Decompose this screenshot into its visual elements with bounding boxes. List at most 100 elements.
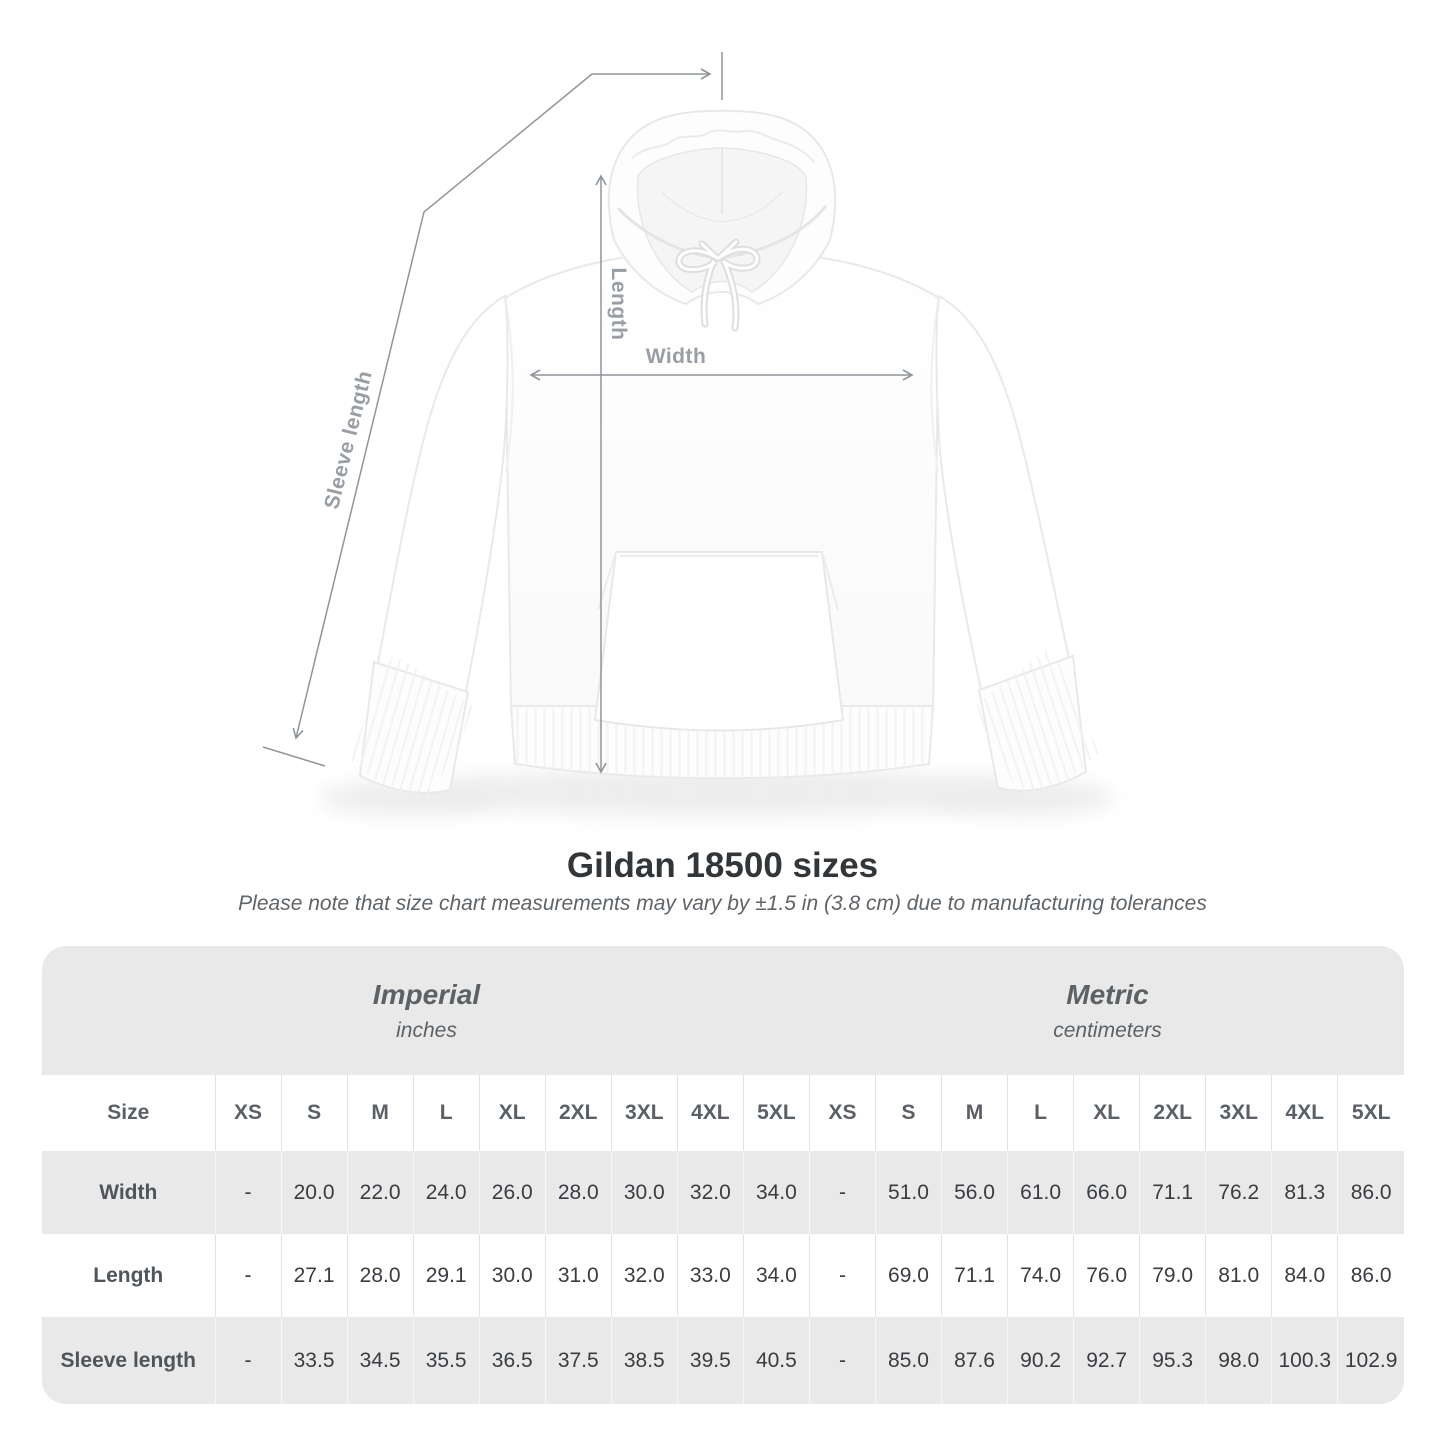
size-cell: 2XL	[1139, 1075, 1206, 1151]
value-cell: 76.2	[1205, 1151, 1272, 1234]
value-cell: 71.1	[941, 1234, 1008, 1317]
size-cell: S	[280, 1075, 348, 1151]
size-header-row: Size XS S M L XL 2XL 3XL 4XL 5XL XS S M …	[42, 1075, 1404, 1151]
sleeve-end-tick	[262, 746, 326, 767]
size-cell: 5XL	[742, 1075, 810, 1151]
value-cell: 81.3	[1271, 1151, 1338, 1234]
left-cuff	[348, 653, 476, 798]
value-cell: 26.0	[478, 1151, 546, 1234]
value-cell: -	[808, 1317, 876, 1404]
hood	[607, 109, 837, 306]
size-cell: 3XL	[1205, 1075, 1272, 1151]
value-cell: 34.5	[346, 1317, 414, 1404]
right-cuff	[971, 646, 1099, 796]
left-sleeve	[375, 294, 509, 698]
value-cell: 98.0	[1205, 1317, 1272, 1404]
value-cell: 69.0	[874, 1234, 942, 1317]
size-cell: XS	[214, 1075, 282, 1151]
size-cell: M	[346, 1075, 414, 1151]
metric-unit: centimeters	[1053, 1018, 1162, 1042]
right-sleeve	[935, 294, 1072, 696]
page-title: Gildan 18500 sizes	[566, 846, 879, 885]
kangaroo-pocket	[593, 551, 845, 732]
size-cell: 3XL	[610, 1075, 678, 1151]
value-cell: 35.5	[412, 1317, 480, 1404]
value-cell: 39.5	[676, 1317, 744, 1404]
value-cell: 51.0	[874, 1151, 942, 1234]
value-cell: 30.0	[610, 1151, 678, 1234]
size-cell: 4XL	[1271, 1075, 1338, 1151]
value-cell: 20.0	[280, 1151, 348, 1234]
size-cell: 2XL	[544, 1075, 612, 1151]
value-cell: 33.0	[676, 1234, 744, 1317]
value-cell: 87.6	[941, 1317, 1008, 1404]
metric-title: Metric	[1066, 978, 1149, 1010]
soft-shadows	[320, 768, 1115, 816]
size-cell: XS	[808, 1075, 876, 1151]
value-cell: 29.1	[412, 1234, 480, 1317]
value-cell: 31.0	[544, 1234, 612, 1317]
value-cell: 32.0	[610, 1234, 678, 1317]
size-cell: S	[874, 1075, 942, 1151]
value-cell: -	[808, 1151, 876, 1234]
tolerance-note: Please note that size chart measurements…	[238, 892, 1207, 915]
value-cell: 81.0	[1205, 1234, 1272, 1317]
size-cell: M	[941, 1075, 1008, 1151]
value-cell: 95.3	[1139, 1317, 1206, 1404]
value-cell: 92.7	[1073, 1317, 1140, 1404]
value-cell: 66.0	[1073, 1151, 1140, 1234]
value-cell: 84.0	[1271, 1234, 1338, 1317]
value-cell: 34.0	[742, 1234, 810, 1317]
units-header-band: Imperial inches Metric centimeters	[42, 946, 1404, 1075]
metric-section-header: Metric centimeters	[811, 946, 1404, 1075]
size-cell: L	[412, 1075, 480, 1151]
value-cell: 86.0	[1337, 1151, 1404, 1234]
drawstring-bow	[675, 238, 761, 332]
size-cell: L	[1007, 1075, 1074, 1151]
value-cell: 24.0	[412, 1151, 480, 1234]
size-cell: XL	[1073, 1075, 1140, 1151]
hoodie-illustration	[262, 52, 1115, 816]
value-cell: 56.0	[941, 1151, 1008, 1234]
value-cell: 100.3	[1271, 1317, 1338, 1404]
length-row: Length - 27.1 28.0 29.1 30.0 31.0 32.0 3…	[42, 1234, 1404, 1317]
value-cell: 86.0	[1337, 1234, 1404, 1317]
value-cell: 85.0	[874, 1317, 942, 1404]
row-label: Length	[93, 1263, 164, 1287]
right-armhole-seam	[930, 297, 940, 473]
row-label: Sleeve length	[60, 1348, 196, 1372]
value-cell: 28.0	[544, 1151, 612, 1234]
value-cell: 90.2	[1007, 1317, 1074, 1404]
value-cell: 32.0	[676, 1151, 744, 1234]
value-cell: 74.0	[1007, 1234, 1074, 1317]
value-cell: 33.5	[280, 1317, 348, 1404]
value-cell: 28.0	[346, 1234, 414, 1317]
value-cell: 102.9	[1337, 1317, 1404, 1404]
size-column-header: Size	[107, 1101, 150, 1124]
value-cell: 61.0	[1007, 1151, 1074, 1234]
value-cell: -	[214, 1151, 282, 1234]
size-table: Imperial inches Metric centimeters Size …	[42, 946, 1404, 1404]
hood-gathered-edge	[631, 129, 815, 163]
value-cell: 71.1	[1139, 1151, 1206, 1234]
value-cell: -	[214, 1234, 282, 1317]
value-cell: 36.5	[478, 1317, 546, 1404]
length-label: Length	[607, 267, 630, 341]
value-cell: 22.0	[346, 1151, 414, 1234]
imperial-title: Imperial	[372, 978, 481, 1010]
value-cell: 34.0	[742, 1151, 810, 1234]
sleeve-length-row: Sleeve length - 33.5 34.5 35.5 36.5 37.5…	[42, 1317, 1404, 1404]
sleeve-length-arrow	[292, 73, 593, 740]
value-cell: 30.0	[478, 1234, 546, 1317]
value-cell: 79.0	[1139, 1234, 1206, 1317]
size-cell: 4XL	[676, 1075, 744, 1151]
value-cell: -	[808, 1234, 876, 1317]
row-label: Width	[99, 1180, 158, 1204]
value-cell: 27.1	[280, 1234, 348, 1317]
value-cell: 40.5	[742, 1317, 810, 1404]
value-cell: 37.5	[544, 1317, 612, 1404]
width-row: Width - 20.0 22.0 24.0 26.0 28.0 30.0 32…	[42, 1151, 1404, 1234]
size-cell: XL	[478, 1075, 546, 1151]
value-cell: 76.0	[1073, 1234, 1140, 1317]
